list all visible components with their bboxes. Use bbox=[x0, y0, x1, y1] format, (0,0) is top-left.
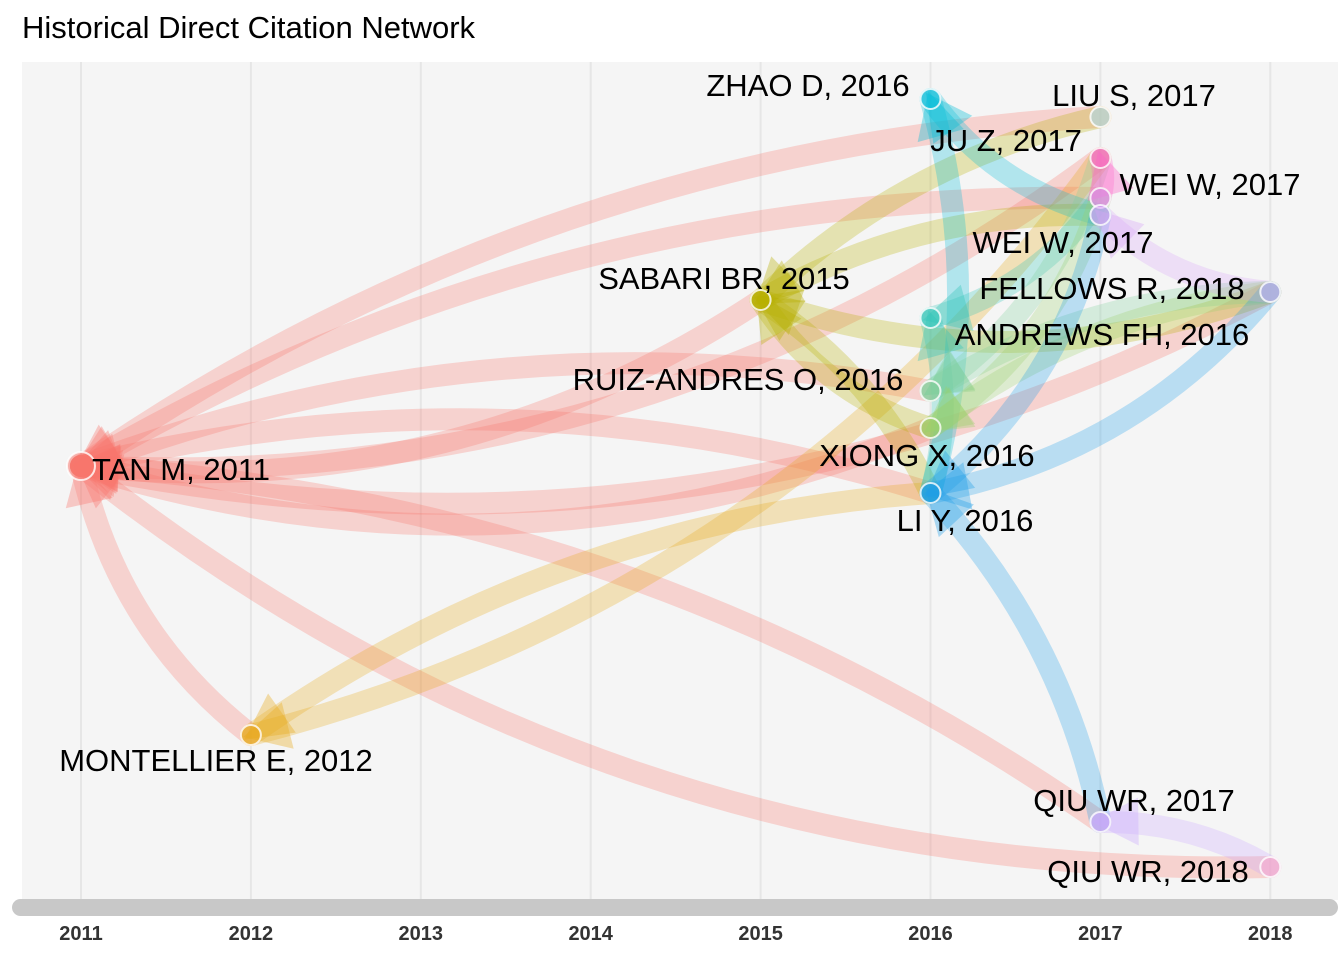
node-fellows2018[interactable] bbox=[1259, 281, 1282, 303]
node-xiong2016[interactable] bbox=[919, 417, 942, 439]
plot-background bbox=[22, 62, 1338, 900]
x-axis-ticks: 2011 2012 2013 2014 2015 2016 2017 2018 bbox=[59, 923, 1292, 945]
node-labels: TAN M, 2011 MONTELLIER E, 2012 SABARI BR, … bbox=[59, 68, 1300, 889]
node-label-tan2011: TAN M, 2011 bbox=[92, 452, 270, 487]
node-lius2017[interactable] bbox=[1089, 106, 1112, 128]
node-juz2017[interactable] bbox=[1089, 147, 1112, 169]
node-label-weiw2017b: WEI W, 2017 bbox=[973, 225, 1154, 260]
node-label-andrews2016: ANDREWS FH, 2016 bbox=[955, 317, 1250, 352]
node-label-xiong2016: XIONG X, 2016 bbox=[819, 438, 1034, 473]
edge-qiu2017-qiu2018[interactable] bbox=[1089, 797, 1282, 878]
node-label-ruiz2016: RUIZ-ANDRES O, 2016 bbox=[573, 362, 904, 397]
x-tick-2011: 2011 bbox=[59, 923, 102, 945]
node-label-montellier2012: MONTELLIER E, 2012 bbox=[59, 743, 373, 778]
node-label-fellows2018: FELLOWS R, 2018 bbox=[979, 271, 1244, 306]
x-tick-2018: 2018 bbox=[1248, 923, 1293, 945]
node-label-qiu2018: QIU WR, 2018 bbox=[1047, 854, 1249, 889]
x-tick-2012: 2012 bbox=[229, 923, 274, 945]
gridlines bbox=[80, 62, 1272, 900]
node-weiw2017b[interactable] bbox=[1089, 204, 1112, 226]
node-label-qiu2017: QIU WR, 2017 bbox=[1033, 783, 1235, 818]
node-ruiz2016[interactable] bbox=[919, 380, 942, 402]
node-label-weiw2017a: WEI W, 2017 bbox=[1120, 167, 1301, 202]
timeline-scrollbar[interactable] bbox=[12, 899, 1338, 916]
edge-tan2011-juz2017[interactable] bbox=[70, 147, 1112, 492]
node-zhao2016[interactable] bbox=[919, 88, 942, 110]
edges bbox=[65, 88, 1282, 879]
node-label-zhao2016: ZHAO D, 2016 bbox=[706, 68, 909, 103]
chart-title: Historical Direct Citation Network bbox=[22, 10, 476, 45]
node-label-liy2016: LI Y, 2016 bbox=[897, 503, 1034, 538]
x-tick-2014: 2014 bbox=[568, 923, 613, 945]
node-andrews2016[interactable] bbox=[919, 307, 942, 329]
edge-tan2011-qiu2017[interactable] bbox=[70, 444, 1112, 833]
node-liy2016[interactable] bbox=[919, 482, 942, 504]
x-tick-2013: 2013 bbox=[399, 923, 444, 945]
node-sabari2015[interactable] bbox=[749, 289, 772, 311]
node-tan2011[interactable] bbox=[66, 451, 96, 481]
edge-tan2011-sabari2015[interactable] bbox=[70, 289, 772, 494]
x-tick-2016: 2016 bbox=[908, 923, 953, 945]
nodes bbox=[66, 88, 1282, 878]
x-tick-2017: 2017 bbox=[1078, 923, 1123, 945]
node-qiu2017[interactable] bbox=[1089, 811, 1112, 833]
node-qiu2018[interactable] bbox=[1259, 856, 1282, 878]
node-label-juz2017: JU Z, 2017 bbox=[930, 123, 1082, 158]
node-label-sabari2015: SABARI BR, 2015 bbox=[598, 261, 850, 296]
node-montellier2012[interactable] bbox=[239, 724, 262, 746]
node-label-lius2017: LIU S, 2017 bbox=[1052, 78, 1216, 113]
x-tick-2015: 2015 bbox=[738, 923, 783, 945]
